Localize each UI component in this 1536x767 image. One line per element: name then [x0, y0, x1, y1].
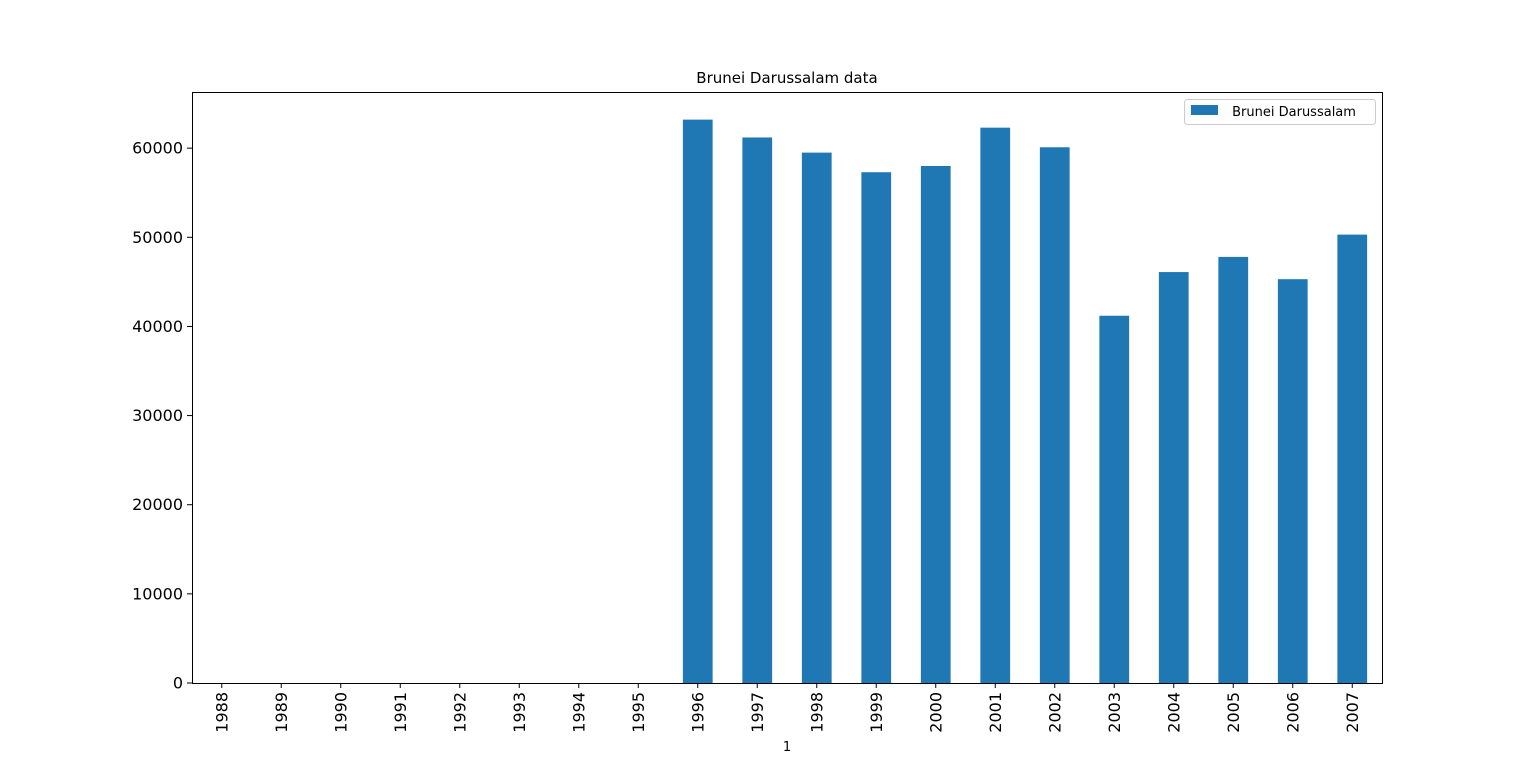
x-axis: 1988 1989 1990 1991 1992 1993 1994 1995 1996 1997… [212, 683, 1362, 733]
x-tick-label: 1992 [450, 692, 469, 733]
bar-2002 [1039, 147, 1070, 683]
x-tick-label: 1996 [688, 692, 707, 733]
bar-2004 [1158, 272, 1189, 683]
x-tick-label: 1994 [569, 692, 588, 733]
plot-frame [192, 92, 1383, 684]
x-tick-label: 1997 [748, 692, 767, 733]
x-tick-label: 1989 [272, 692, 291, 733]
x-tick-label: 1993 [510, 692, 529, 733]
legend-label: Brunei Darussalam [1228, 105, 1356, 120]
bars-group [682, 119, 1368, 684]
y-tick-label: 40000 [132, 317, 183, 336]
bar-2007 [1337, 234, 1368, 683]
x-tick-label: 2002 [1045, 692, 1064, 733]
bar-1997 [742, 137, 773, 683]
x-tick-label: 1988 [212, 692, 231, 733]
x-tick-label: 2003 [1105, 692, 1124, 733]
x-tick-label: 2006 [1283, 692, 1302, 733]
y-tick-label: 20000 [132, 495, 183, 514]
chart-title: Brunei Darussalam data [696, 69, 877, 87]
legend-swatch [1191, 105, 1218, 115]
legend-box [1184, 99, 1376, 125]
x-tick-label: 2007 [1343, 692, 1362, 733]
x-tick-label: 2001 [986, 692, 1005, 733]
y-tick-label: 0 [173, 674, 183, 693]
bar-2000 [920, 165, 951, 684]
y-tick-label: 30000 [132, 406, 183, 425]
y-tick-label: 10000 [132, 584, 183, 603]
x-axis-label: 1 [783, 740, 791, 755]
bar-2005 [1218, 256, 1249, 683]
x-tick-label: 1999 [867, 692, 886, 733]
x-tick-label: 1995 [629, 692, 648, 733]
bar-1996 [682, 119, 713, 683]
x-tick-label: 2000 [926, 692, 945, 733]
bar-2001 [980, 127, 1011, 683]
bar-2003 [1099, 315, 1130, 683]
x-tick-label: 2005 [1224, 692, 1243, 733]
y-axis: 0 10000 20000 30000 40000 50000 60000 [132, 139, 192, 693]
x-tick-label: 1998 [807, 692, 826, 733]
bar-2006 [1277, 279, 1308, 683]
legend: Brunei Darussalam [1184, 99, 1376, 125]
bar-1999 [861, 172, 892, 684]
x-tick-label: 2004 [1164, 692, 1183, 733]
bar-1998 [801, 152, 832, 683]
y-tick-label: 50000 [132, 228, 183, 247]
x-tick-label: 1990 [331, 692, 350, 733]
y-tick-label: 60000 [132, 139, 183, 158]
x-tick-label: 1991 [391, 692, 410, 733]
